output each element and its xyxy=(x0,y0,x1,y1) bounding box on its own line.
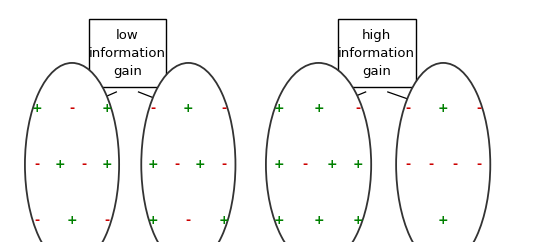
Text: +: + xyxy=(313,214,324,227)
Text: +: + xyxy=(32,102,42,115)
Text: -: - xyxy=(406,102,411,115)
FancyBboxPatch shape xyxy=(89,19,166,87)
Text: +: + xyxy=(148,214,158,227)
Text: -: - xyxy=(356,102,361,115)
Text: -: - xyxy=(34,158,39,171)
Text: -: - xyxy=(476,158,481,171)
Text: high
information
gain: high information gain xyxy=(338,29,415,78)
Text: -: - xyxy=(34,214,39,227)
FancyBboxPatch shape xyxy=(338,19,416,87)
Text: -: - xyxy=(429,158,434,171)
Text: -: - xyxy=(476,102,481,115)
Text: +: + xyxy=(313,102,324,115)
Text: -: - xyxy=(406,158,411,171)
Text: -: - xyxy=(453,158,458,171)
Text: +: + xyxy=(102,102,112,115)
Text: +: + xyxy=(195,158,206,171)
Ellipse shape xyxy=(396,63,490,242)
Text: +: + xyxy=(438,102,449,115)
Text: low
information
gain: low information gain xyxy=(89,29,166,78)
Text: +: + xyxy=(274,214,284,227)
Text: -: - xyxy=(69,102,75,115)
Text: +: + xyxy=(55,158,65,171)
Text: +: + xyxy=(353,158,363,171)
Text: -: - xyxy=(81,158,86,171)
Text: +: + xyxy=(353,214,363,227)
Text: +: + xyxy=(218,214,229,227)
Ellipse shape xyxy=(141,63,235,242)
Text: -: - xyxy=(186,214,191,227)
Text: +: + xyxy=(326,158,337,171)
Text: -: - xyxy=(174,158,179,171)
Ellipse shape xyxy=(266,63,371,242)
Text: -: - xyxy=(221,158,226,171)
Text: -: - xyxy=(151,102,156,115)
Text: +: + xyxy=(66,214,78,227)
Text: +: + xyxy=(274,158,284,171)
Text: -: - xyxy=(221,102,226,115)
Text: +: + xyxy=(438,214,449,227)
Text: +: + xyxy=(274,102,284,115)
Text: -: - xyxy=(105,214,110,227)
Text: +: + xyxy=(183,102,194,115)
Text: +: + xyxy=(148,158,158,171)
Text: +: + xyxy=(102,158,112,171)
Ellipse shape xyxy=(25,63,119,242)
Text: -: - xyxy=(303,158,308,171)
